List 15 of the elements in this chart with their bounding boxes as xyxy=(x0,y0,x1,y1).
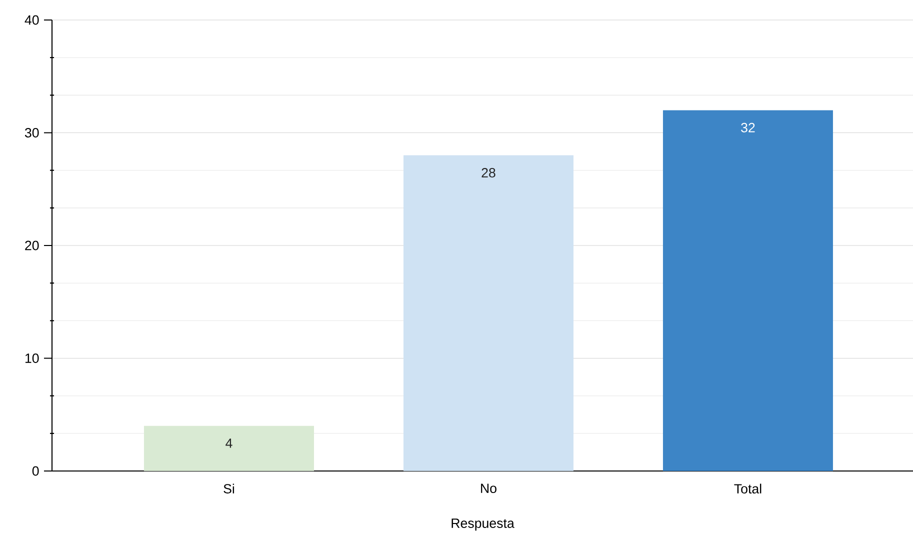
y-tick-label: 10 xyxy=(25,354,39,363)
y-tick-label: 0 xyxy=(32,466,39,476)
x-tick-label: No xyxy=(481,484,496,494)
bar xyxy=(662,110,833,471)
data-label: 32 xyxy=(741,122,755,132)
y-tick-label: 40 xyxy=(24,15,39,25)
data-label: 4 xyxy=(226,438,232,448)
x-tick-label: Total xyxy=(734,484,762,494)
y-tick-label: 20 xyxy=(25,240,39,250)
bar xyxy=(403,155,574,471)
data-label: 28 xyxy=(482,168,496,178)
x-axis-title: Respuesta xyxy=(452,518,514,531)
y-tick-label: 30 xyxy=(24,128,39,138)
x-tick-label: Si xyxy=(224,484,234,494)
bar xyxy=(144,426,314,471)
